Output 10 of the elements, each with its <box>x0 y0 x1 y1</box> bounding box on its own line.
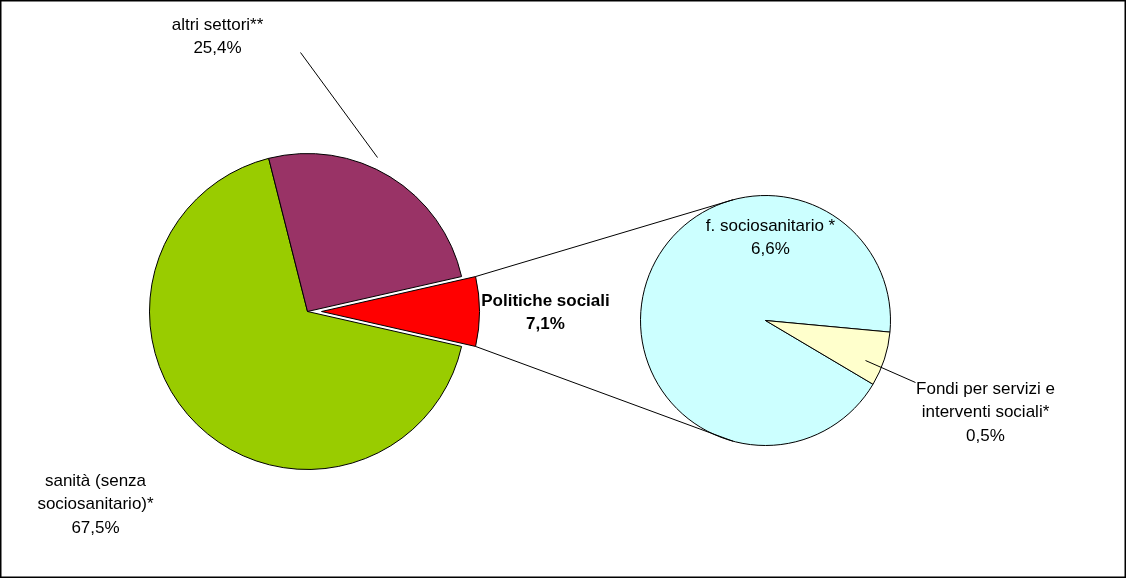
slice-label: f. sociosanitario * <box>705 215 836 235</box>
data-label: 6,6% <box>751 239 790 259</box>
slice-label: Politiche sociali <box>481 290 610 310</box>
slice-label: sanità (senza sociosanitario)* <box>37 470 154 514</box>
data-label: 25,4% <box>193 38 242 58</box>
data-label: 0,5% <box>966 426 1005 445</box>
slice-label: altri settori** <box>171 14 264 34</box>
data-label: 67,5% <box>71 518 120 537</box>
slice-label: Fondi per servizi e interventi sociali* <box>916 378 1055 422</box>
data-label: 7,1% <box>526 314 565 334</box>
